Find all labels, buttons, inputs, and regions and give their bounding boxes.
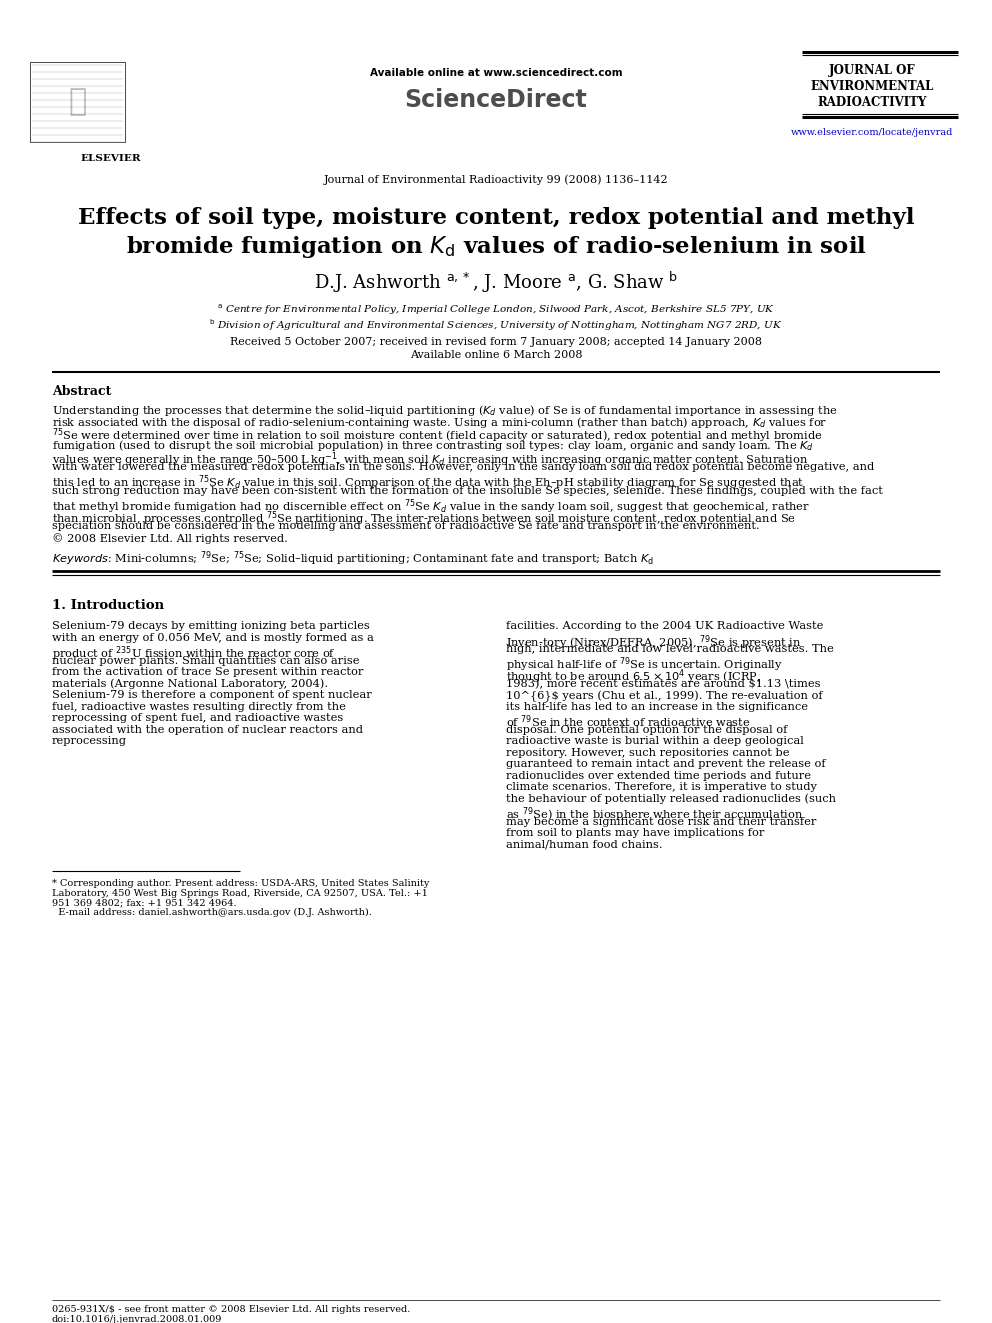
Text: D.J. Ashworth $^{\mathrm{a,*}}$, J. Moore $^{\mathrm{a}}$, G. Shaw $^{\mathrm{b}: D.J. Ashworth $^{\mathrm{a,*}}$, J. Moor… <box>313 270 679 295</box>
Text: Laboratory, 450 West Big Springs Road, Riverside, CA 92507, USA. Tel.: +1: Laboratory, 450 West Big Springs Road, R… <box>52 889 428 898</box>
Text: associated with the operation of nuclear reactors and: associated with the operation of nuclear… <box>52 725 363 734</box>
Text: $^{\mathrm{a}}$ Centre for Environmental Policy, Imperial College London, Silwoo: $^{\mathrm{a}}$ Centre for Environmental… <box>217 303 775 318</box>
Text: guaranteed to remain intact and prevent the release of: guaranteed to remain intact and prevent … <box>506 759 825 770</box>
Text: 1. Introduction: 1. Introduction <box>52 599 164 613</box>
Text: ScienceDirect: ScienceDirect <box>405 89 587 112</box>
Text: * Corresponding author. Present address: USDA-ARS, United States Salinity: * Corresponding author. Present address:… <box>52 880 430 889</box>
Text: with an energy of 0.056 MeV, and is mostly formed as a: with an energy of 0.056 MeV, and is most… <box>52 632 374 643</box>
Text: product of $^{235}$U fission within the reactor core of: product of $^{235}$U fission within the … <box>52 644 335 663</box>
Text: reprocessing: reprocessing <box>52 737 127 746</box>
Text: fuel, radioactive wastes resulting directly from the: fuel, radioactive wastes resulting direc… <box>52 703 346 712</box>
Text: ELSEVIER: ELSEVIER <box>80 153 141 163</box>
Text: $^{\mathrm{b}}$ Division of Agricultural and Environmental Sciences, University : $^{\mathrm{b}}$ Division of Agricultural… <box>209 318 783 333</box>
Text: E-mail address: daniel.ashworth@ars.usda.gov (D.J. Ashworth).: E-mail address: daniel.ashworth@ars.usda… <box>52 908 372 917</box>
Text: that methyl bromide fumigation had no discernible effect on $^{75}$Se $K_{d}$ va: that methyl bromide fumigation had no di… <box>52 497 810 516</box>
Text: than microbial, processes controlled $^{75}$Se partitioning. The inter-relations: than microbial, processes controlled $^{… <box>52 509 796 528</box>
Text: bromide fumigation on $\mathit{K}_{\mathrm{d}}$ values of radio-selenium in soil: bromide fumigation on $\mathit{K}_{\math… <box>126 234 866 261</box>
Text: $\it{Keywords}$: Mini-columns; $^{79}$Se; $^{75}$Se; Solid–liquid partitioning; : $\it{Keywords}$: Mini-columns; $^{79}$Se… <box>52 549 654 568</box>
Text: reprocessing of spent fuel, and radioactive wastes: reprocessing of spent fuel, and radioact… <box>52 713 343 724</box>
Text: Effects of soil type, moisture content, redox potential and methyl: Effects of soil type, moisture content, … <box>77 206 915 229</box>
Text: 10^{6}$ years (Chu et al., 1999). The re-evaluation of: 10^{6}$ years (Chu et al., 1999). The re… <box>506 691 822 701</box>
Text: this led to an increase in $^{75}$Se $K_{d}$ value in this soil. Comparison of t: this led to an increase in $^{75}$Se $K_… <box>52 474 805 492</box>
Text: as $^{79}$Se) in the biosphere where their accumulation: as $^{79}$Se) in the biosphere where the… <box>506 806 804 824</box>
Bar <box>30 62 125 142</box>
Text: with water lowered the measured redox potentials in the soils. However, only in : with water lowered the measured redox po… <box>52 462 874 472</box>
Text: fumigation (used to disrupt the soil microbial population) in three contrasting : fumigation (used to disrupt the soil mic… <box>52 438 814 454</box>
Text: RADIOACTIVITY: RADIOACTIVITY <box>817 97 927 108</box>
Text: doi:10.1016/j.jenvrad.2008.01.009: doi:10.1016/j.jenvrad.2008.01.009 <box>52 1315 222 1323</box>
Text: Understanding the processes that determine the solid–liquid partitioning ($K_{d}: Understanding the processes that determi… <box>52 404 837 418</box>
Text: disposal. One potential option for the disposal of: disposal. One potential option for the d… <box>506 725 788 734</box>
Text: Received 5 October 2007; received in revised form 7 January 2008; accepted 14 Ja: Received 5 October 2007; received in rev… <box>230 337 762 347</box>
Text: physical half-life of $^{79}$Se is uncertain. Originally: physical half-life of $^{79}$Se is uncer… <box>506 656 783 675</box>
Text: Available online 6 March 2008: Available online 6 March 2008 <box>410 351 582 360</box>
Text: Available online at www.sciencedirect.com: Available online at www.sciencedirect.co… <box>370 67 622 78</box>
Text: climate scenarios. Therefore, it is imperative to study: climate scenarios. Therefore, it is impe… <box>506 782 816 792</box>
Text: radioactive waste is burial within a deep geological: radioactive waste is burial within a dee… <box>506 737 804 746</box>
Text: nuclear power plants. Small quantities can also arise: nuclear power plants. Small quantities c… <box>52 656 359 665</box>
Text: 1983), more recent estimates are around $1.13 \times: 1983), more recent estimates are around … <box>506 679 820 689</box>
Text: Inven-tory (Nirex/DEFRA, 2005), $^{79}$Se is present in: Inven-tory (Nirex/DEFRA, 2005), $^{79}$S… <box>506 632 802 651</box>
Text: 🌳: 🌳 <box>68 87 86 116</box>
Text: such strong reduction may have been con-sistent with the formation of the insolu: such strong reduction may have been con-… <box>52 486 883 496</box>
Text: high, intermediate and low level radioactive wastes. The: high, intermediate and low level radioac… <box>506 644 833 655</box>
Text: the behaviour of potentially released radionuclides (such: the behaviour of potentially released ra… <box>506 794 836 804</box>
Text: www.elsevier.com/locate/jenvrad: www.elsevier.com/locate/jenvrad <box>791 128 953 138</box>
Text: JOURNAL OF: JOURNAL OF <box>828 64 916 77</box>
Text: from soil to plants may have implications for: from soil to plants may have implication… <box>506 828 765 839</box>
Text: ENVIRONMENTAL: ENVIRONMENTAL <box>810 79 933 93</box>
Text: Abstract: Abstract <box>52 385 111 398</box>
Text: materials (Argonne National Laboratory, 2004).: materials (Argonne National Laboratory, … <box>52 679 328 689</box>
Text: $^{75}$Se were determined over time in relation to soil moisture content (field : $^{75}$Se were determined over time in r… <box>52 426 822 446</box>
Text: © 2008 Elsevier Ltd. All rights reserved.: © 2008 Elsevier Ltd. All rights reserved… <box>52 533 288 544</box>
Text: 0265-931X/$ - see front matter © 2008 Elsevier Ltd. All rights reserved.: 0265-931X/$ - see front matter © 2008 El… <box>52 1304 411 1314</box>
Text: risk associated with the disposal of radio-selenium-containing waste. Using a mi: risk associated with the disposal of rad… <box>52 415 827 430</box>
Text: repository. However, such repositories cannot be: repository. However, such repositories c… <box>506 747 790 758</box>
Text: Selenium-79 decays by emitting ionizing beta particles: Selenium-79 decays by emitting ionizing … <box>52 622 370 631</box>
Text: facilities. According to the 2004 UK Radioactive Waste: facilities. According to the 2004 UK Rad… <box>506 622 823 631</box>
Text: radionuclides over extended time periods and future: radionuclides over extended time periods… <box>506 771 811 781</box>
Text: Journal of Environmental Radioactivity 99 (2008) 1136–1142: Journal of Environmental Radioactivity 9… <box>323 175 669 185</box>
Text: animal/human food chains.: animal/human food chains. <box>506 840 663 849</box>
Text: may become a significant dose risk and their transfer: may become a significant dose risk and t… <box>506 816 816 827</box>
Text: speciation should be considered in the modelling and assessment of radioactive S: speciation should be considered in the m… <box>52 521 760 531</box>
Text: Selenium-79 is therefore a component of spent nuclear: Selenium-79 is therefore a component of … <box>52 691 372 700</box>
Text: thought to be around $6.5 \times 10^{4}$ years (ICRP,: thought to be around $6.5 \times 10^{4}$… <box>506 667 761 687</box>
Text: its half-life has led to an increase in the significance: its half-life has led to an increase in … <box>506 703 808 712</box>
Text: 951 369 4802; fax: +1 951 342 4964.: 951 369 4802; fax: +1 951 342 4964. <box>52 898 237 908</box>
Text: of $^{79}$Se in the context of radioactive waste: of $^{79}$Se in the context of radioacti… <box>506 713 751 730</box>
Text: values were generally in the range 50–500 L kg$^{-1}$, with mean soil $K_{d}$ in: values were generally in the range 50–50… <box>52 450 808 468</box>
Text: from the activation of trace Se present within reactor: from the activation of trace Se present … <box>52 667 363 677</box>
